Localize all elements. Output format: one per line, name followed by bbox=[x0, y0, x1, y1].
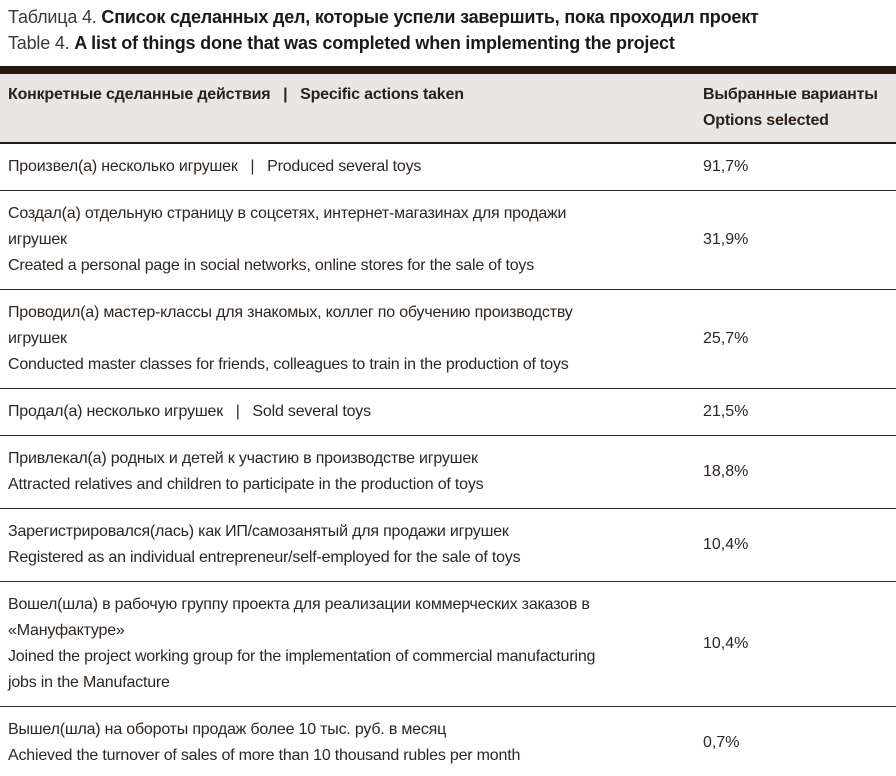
table-row: Создал(а) отдельную страницу в соцсетях,… bbox=[0, 191, 896, 290]
row-percentage: 10,4% bbox=[703, 536, 749, 553]
row-actions-cell: Зарегистрировался(лась) как ИП/самозанят… bbox=[0, 519, 695, 571]
table-header-row: Конкретные сделанные действия | Specific… bbox=[0, 74, 896, 144]
row-percentage: 91,7% bbox=[703, 158, 749, 175]
row-percentage: 21,5% bbox=[703, 403, 749, 420]
row-actions-cell: Привлекал(а) родных и детей к участию в … bbox=[0, 446, 695, 498]
table-caption-text-en: A list of things done that was completed… bbox=[74, 33, 675, 53]
row-text-line: Registered as an individual entrepreneur… bbox=[8, 549, 521, 566]
table-caption-en: Table 4. A list of things done that was … bbox=[8, 30, 888, 56]
row-text-line: Created a personal page in social networ… bbox=[8, 257, 535, 274]
row-actions-cell: Проводил(а) мастер-классы для знакомых, … bbox=[0, 300, 695, 378]
header-options-label-ru: Выбранные варианты bbox=[703, 86, 878, 103]
table-row: Привлекал(а) родных и детей к участию в … bbox=[0, 436, 896, 509]
row-text-line: Вошел(шла) в рабочую группу проекта для … bbox=[8, 596, 590, 613]
row-value-cell: 10,4% bbox=[695, 532, 896, 558]
row-actions-cell: Вышел(шла) на обороты продаж более 10 ты… bbox=[0, 717, 695, 769]
table-row: Вошел(шла) в рабочую группу проекта для … bbox=[0, 582, 896, 707]
table-row: Произвел(а) несколько игрушек | Produced… bbox=[0, 144, 896, 191]
row-text-line: Joined the project working group for the… bbox=[8, 648, 596, 665]
row-value-cell: 18,8% bbox=[695, 459, 896, 485]
row-actions-cell: Вошел(шла) в рабочую группу проекта для … bbox=[0, 592, 695, 696]
row-percentage: 25,7% bbox=[703, 330, 749, 347]
row-text-line: Произвел(а) несколько игрушек | Produced… bbox=[8, 158, 422, 175]
table-number-ru: Таблица 4. bbox=[8, 7, 102, 27]
header-actions-label: Конкретные сделанные действия | Specific… bbox=[8, 86, 464, 103]
table-row: Проводил(а) мастер-классы для знакомых, … bbox=[0, 290, 896, 389]
header-options-label-en: Options selected bbox=[703, 112, 829, 129]
row-text-line: Создал(а) отдельную страницу в соцсетях,… bbox=[8, 205, 567, 222]
row-actions-cell: Продал(а) несколько игрушек | Sold sever… bbox=[0, 399, 695, 425]
row-text-line: «Мануфактуре» bbox=[8, 622, 125, 639]
row-value-cell: 10,4% bbox=[695, 631, 896, 657]
table-number-en: Table 4. bbox=[8, 33, 75, 53]
table-caption: Таблица 4. Список сделанных дел, которые… bbox=[0, 0, 896, 56]
row-actions-cell: Произвел(а) несколько игрушек | Produced… bbox=[0, 154, 695, 180]
row-text-line: Продал(а) несколько игрушек | Sold sever… bbox=[8, 403, 371, 420]
row-percentage: 31,9% bbox=[703, 231, 749, 248]
row-text-line: Зарегистрировался(лась) как ИП/самозанят… bbox=[8, 523, 509, 540]
header-cell-actions: Конкретные сделанные действия | Specific… bbox=[0, 82, 695, 108]
row-text-line: игрушек bbox=[8, 330, 67, 347]
row-text-line: Привлекал(а) родных и детей к участию в … bbox=[8, 450, 478, 467]
row-percentage: 10,4% bbox=[703, 635, 749, 652]
table-row: Вышел(шла) на обороты продаж более 10 ты… bbox=[0, 707, 896, 776]
row-text-line: Achieved the turnover of sales of more t… bbox=[8, 747, 521, 764]
results-table: Конкретные сделанные действия | Specific… bbox=[0, 66, 896, 776]
row-percentage: 0,7% bbox=[703, 734, 740, 751]
row-value-cell: 21,5% bbox=[695, 399, 896, 425]
row-value-cell: 25,7% bbox=[695, 326, 896, 352]
row-text-line: Вышел(шла) на обороты продаж более 10 ты… bbox=[8, 721, 447, 738]
row-text-line: Attracted relatives and children to part… bbox=[8, 476, 484, 493]
row-value-cell: 91,7% bbox=[695, 154, 896, 180]
row-actions-cell: Создал(а) отдельную страницу в соцсетях,… bbox=[0, 201, 695, 279]
table-caption-ru: Таблица 4. Список сделанных дел, которые… bbox=[8, 4, 888, 30]
header-cell-options: Выбранные варианты Options selected bbox=[695, 82, 896, 134]
table-row: Продал(а) несколько игрушек | Sold sever… bbox=[0, 389, 896, 436]
row-percentage: 18,8% bbox=[703, 463, 749, 480]
row-text-line: jobs in the Manufacture bbox=[8, 674, 170, 691]
row-text-line: Conducted master classes for friends, co… bbox=[8, 356, 569, 373]
row-text-line: игрушек bbox=[8, 231, 67, 248]
table-row: Зарегистрировался(лась) как ИП/самозанят… bbox=[0, 509, 896, 582]
row-value-cell: 0,7% bbox=[695, 730, 896, 756]
row-value-cell: 31,9% bbox=[695, 227, 896, 253]
table-caption-text-ru: Список сделанных дел, которые успели зав… bbox=[101, 7, 759, 27]
row-text-line: Проводил(а) мастер-классы для знакомых, … bbox=[8, 304, 573, 321]
